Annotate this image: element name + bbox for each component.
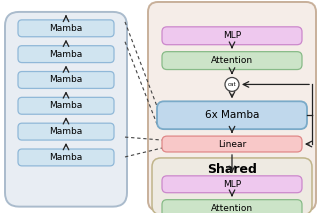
FancyBboxPatch shape bbox=[162, 52, 302, 70]
Text: Mamba: Mamba bbox=[49, 153, 83, 162]
FancyBboxPatch shape bbox=[152, 158, 312, 214]
Text: Mamba: Mamba bbox=[49, 50, 83, 59]
Text: MLP: MLP bbox=[223, 180, 241, 189]
Text: Linear: Linear bbox=[218, 140, 246, 149]
FancyBboxPatch shape bbox=[18, 123, 114, 140]
Text: Shared: Shared bbox=[207, 163, 257, 176]
Text: 6x Mamba: 6x Mamba bbox=[205, 110, 259, 120]
FancyBboxPatch shape bbox=[157, 101, 307, 129]
Text: Attention: Attention bbox=[211, 56, 253, 65]
FancyBboxPatch shape bbox=[18, 46, 114, 62]
FancyBboxPatch shape bbox=[18, 71, 114, 88]
FancyBboxPatch shape bbox=[162, 136, 302, 152]
Text: cat: cat bbox=[228, 82, 236, 87]
FancyBboxPatch shape bbox=[162, 200, 302, 214]
FancyBboxPatch shape bbox=[18, 20, 114, 37]
FancyBboxPatch shape bbox=[18, 149, 114, 166]
FancyBboxPatch shape bbox=[18, 97, 114, 114]
Text: Mamba: Mamba bbox=[49, 101, 83, 110]
Text: Mamba: Mamba bbox=[49, 76, 83, 85]
Text: Mamba: Mamba bbox=[49, 127, 83, 136]
Circle shape bbox=[225, 77, 239, 91]
FancyBboxPatch shape bbox=[148, 2, 316, 211]
Text: MLP: MLP bbox=[223, 31, 241, 40]
FancyBboxPatch shape bbox=[162, 27, 302, 45]
Text: Attention: Attention bbox=[211, 204, 253, 213]
Text: Mamba: Mamba bbox=[49, 24, 83, 33]
FancyBboxPatch shape bbox=[162, 176, 302, 193]
FancyBboxPatch shape bbox=[5, 12, 127, 207]
